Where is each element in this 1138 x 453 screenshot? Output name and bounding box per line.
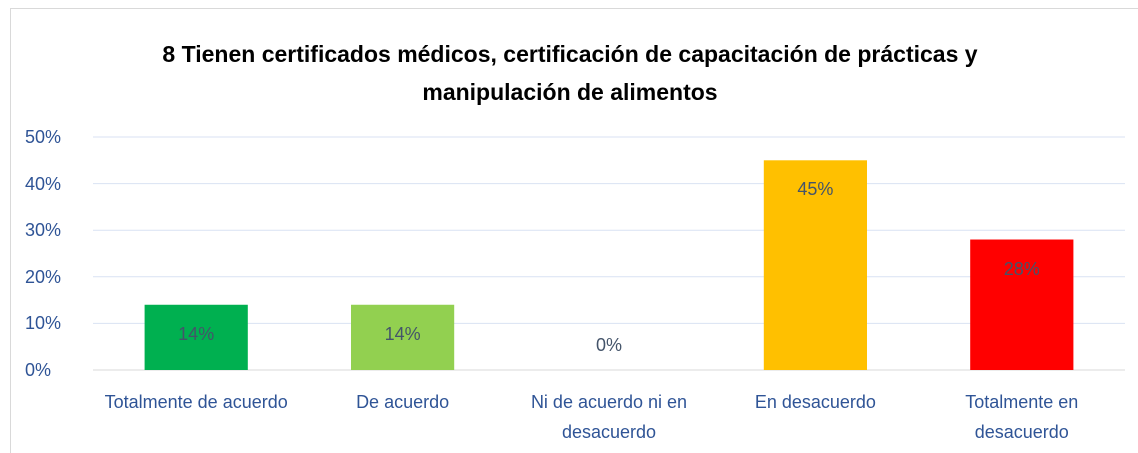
- data-label: 45%: [797, 179, 834, 200]
- chart-title: 8 Tienen certificados médicos, certifica…: [162, 41, 978, 105]
- y-tick-label: 20%: [25, 266, 62, 287]
- x-tick-label: Totalmente en desacuerdo: [965, 392, 1079, 442]
- data-label: 0%: [595, 335, 622, 355]
- x-tick-label: De acuerdo: [356, 392, 450, 412]
- bar: [970, 239, 1074, 370]
- chart-border: [10, 8, 1138, 453]
- x-tick-label: Ni de acuerdo ni en desacuerdo: [530, 392, 688, 442]
- x-tick-label: Totalmente de acuerdo: [104, 392, 288, 412]
- data-label: 14%: [384, 323, 421, 344]
- bar: [351, 304, 455, 370]
- bar: [144, 304, 248, 370]
- data-label: 28%: [1003, 258, 1040, 279]
- y-tick-label: 30%: [25, 220, 62, 241]
- y-tick-label: 40%: [25, 173, 62, 194]
- y-tick-label: 50%: [25, 127, 62, 147]
- bar: [763, 160, 867, 370]
- y-tick-label: 10%: [25, 313, 62, 334]
- y-tick-label: 0%: [25, 360, 52, 380]
- x-tick-label: En desacuerdo: [754, 392, 876, 412]
- data-label: 14%: [178, 323, 215, 344]
